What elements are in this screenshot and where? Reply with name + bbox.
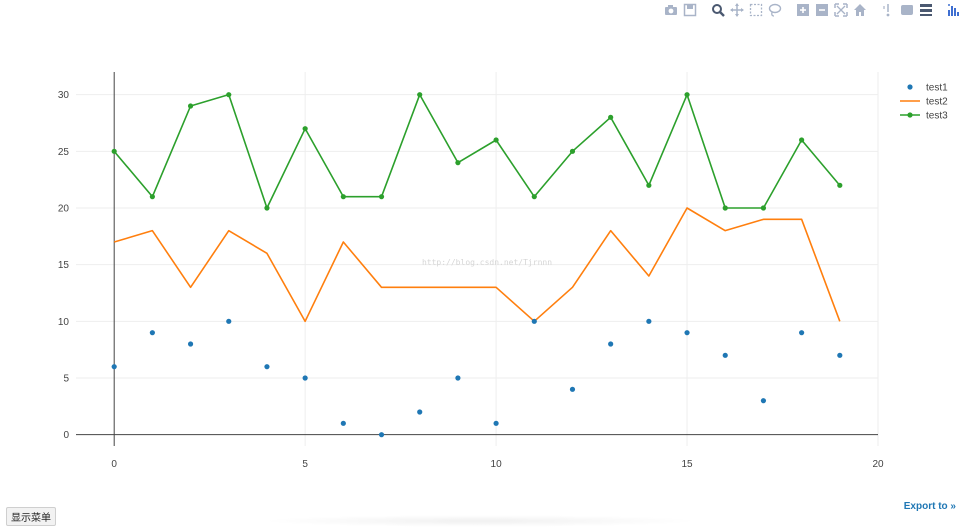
data-point-test1 bbox=[646, 318, 652, 324]
legend-marker-swatch bbox=[907, 84, 913, 90]
data-point-test3 bbox=[531, 194, 537, 200]
y-tick-label: 25 bbox=[58, 147, 70, 158]
data-point-test1 bbox=[378, 432, 385, 438]
x-tick-label: 10 bbox=[491, 459, 503, 470]
data-point-test3 bbox=[684, 92, 690, 98]
x-tick-label: 15 bbox=[681, 459, 693, 470]
data-point-test1 bbox=[531, 318, 537, 324]
plotly-logo-icon[interactable] bbox=[946, 2, 962, 18]
lasso-select-icon[interactable] bbox=[767, 2, 783, 18]
show-menu-button[interactable]: 显示菜单 bbox=[6, 507, 56, 526]
data-point-test1 bbox=[608, 341, 614, 347]
axes bbox=[76, 72, 878, 446]
pan-icon[interactable] bbox=[729, 2, 745, 18]
series-line-test2 bbox=[113, 207, 841, 323]
legend-label: test3 bbox=[926, 111, 948, 122]
data-point-test1 bbox=[264, 364, 270, 370]
box-select-icon[interactable] bbox=[748, 2, 764, 18]
x-tick-label: 0 bbox=[111, 459, 117, 470]
data-point-test3 bbox=[569, 148, 576, 154]
data-point-test3 bbox=[760, 205, 767, 211]
autoscale-icon[interactable] bbox=[833, 2, 849, 18]
legend-item-test2[interactable]: test2 bbox=[900, 97, 948, 108]
series-layer bbox=[111, 92, 843, 438]
data-point-test3 bbox=[837, 182, 843, 188]
line-chart: 0 5 10 15 20 25 30 0 5 10 15 20 http://blog.csdn.n… bbox=[58, 72, 948, 470]
series-line-test3 bbox=[113, 93, 841, 209]
data-point-test3 bbox=[302, 126, 308, 132]
series-test2 bbox=[113, 207, 841, 323]
y-tick-label: 5 bbox=[63, 374, 69, 385]
y-tick-label: 30 bbox=[58, 90, 70, 101]
watermark-text: http://blog.csdn.net/Tjrnnn bbox=[422, 258, 552, 267]
data-point-test3 bbox=[722, 205, 728, 211]
save-icon[interactable] bbox=[682, 2, 698, 18]
x-tick-label: 5 bbox=[302, 459, 308, 470]
camera-icon[interactable] bbox=[663, 2, 679, 18]
legend-label: test2 bbox=[926, 97, 948, 108]
data-point-test3 bbox=[608, 114, 614, 120]
data-point-test1 bbox=[417, 409, 423, 415]
legend-item-test1[interactable]: test1 bbox=[907, 83, 948, 94]
data-point-test3 bbox=[417, 92, 423, 98]
data-point-test1 bbox=[760, 398, 767, 404]
series-test3 bbox=[111, 92, 843, 211]
y-tick-label: 20 bbox=[58, 204, 70, 215]
legend-marker-swatch bbox=[907, 112, 913, 118]
data-point-test3 bbox=[111, 148, 117, 154]
x-tick-labels: 0 5 10 15 20 bbox=[111, 459, 884, 470]
data-point-test1 bbox=[684, 330, 690, 336]
data-point-test1 bbox=[837, 352, 843, 358]
y-tick-label: 15 bbox=[58, 260, 70, 271]
legend-item-test3[interactable]: test3 bbox=[900, 111, 948, 122]
data-point-test3 bbox=[187, 103, 194, 109]
data-point-test3 bbox=[340, 194, 346, 200]
data-point-test3 bbox=[646, 182, 652, 188]
data-point-test1 bbox=[187, 341, 194, 347]
series-test1 bbox=[111, 318, 843, 438]
data-point-test3 bbox=[378, 194, 385, 200]
spike-lines-icon[interactable] bbox=[880, 2, 896, 18]
zoom-icon[interactable] bbox=[710, 2, 726, 18]
data-point-test3 bbox=[264, 205, 270, 211]
y-tick-label: 0 bbox=[63, 430, 69, 441]
zoom-out-icon[interactable] bbox=[814, 2, 830, 18]
bottom-shadow bbox=[260, 515, 700, 527]
data-point-test3 bbox=[799, 137, 805, 143]
hover-closest-icon[interactable] bbox=[899, 2, 915, 18]
data-point-test1 bbox=[493, 420, 499, 426]
data-point-test3 bbox=[149, 194, 155, 200]
hover-compare-icon[interactable] bbox=[918, 2, 934, 18]
data-point-test1 bbox=[455, 375, 461, 381]
data-point-test1 bbox=[799, 330, 805, 336]
y-tick-label: 10 bbox=[58, 317, 70, 328]
x-tick-label: 20 bbox=[872, 459, 884, 470]
legend-label: test1 bbox=[926, 83, 948, 94]
y-tick-labels: 0 5 10 15 20 25 30 bbox=[58, 90, 70, 441]
zoom-in-icon[interactable] bbox=[795, 2, 811, 18]
data-point-test3 bbox=[493, 137, 499, 143]
data-point-test3 bbox=[455, 160, 461, 166]
data-point-test1 bbox=[569, 386, 576, 392]
export-link[interactable]: Export to » bbox=[903, 501, 956, 512]
data-point-test1 bbox=[340, 420, 346, 426]
data-point-test1 bbox=[226, 318, 232, 324]
data-point-test1 bbox=[722, 352, 728, 358]
data-point-test3 bbox=[226, 92, 232, 98]
data-point-test1 bbox=[111, 364, 117, 370]
reset-axes-icon[interactable] bbox=[852, 2, 868, 18]
legend: test1 test2 test3 bbox=[900, 83, 948, 122]
modebar bbox=[663, 2, 962, 18]
data-point-test1 bbox=[149, 330, 155, 336]
data-point-test1 bbox=[302, 375, 308, 381]
